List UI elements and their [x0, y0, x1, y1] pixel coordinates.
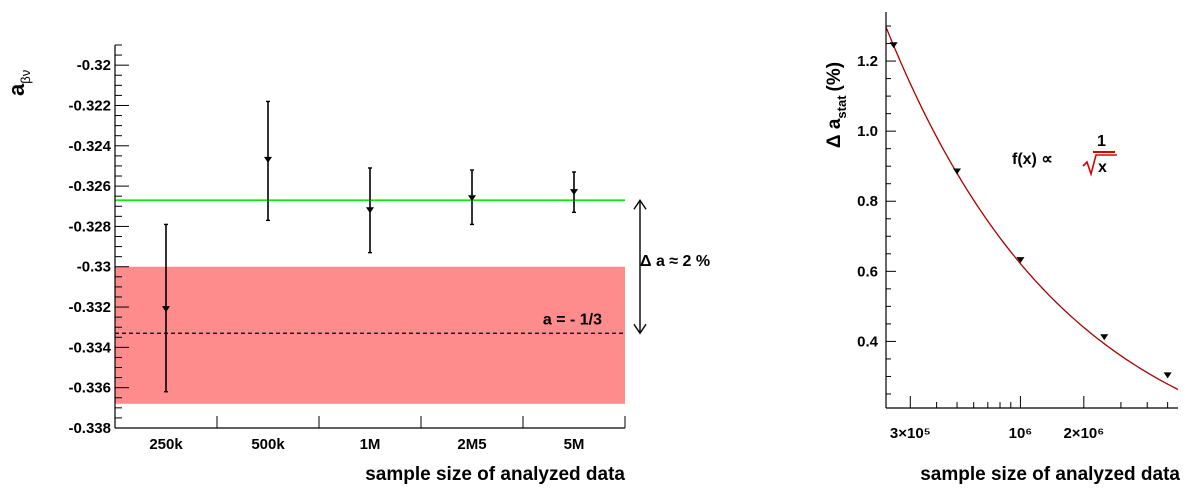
data-point [264, 157, 272, 163]
y-tick-label: -0.33 [77, 259, 111, 276]
y-axis-label: aβν [4, 70, 33, 96]
x-ticks: 3×10⁵ 10⁶ 2×10⁶ [890, 396, 1168, 442]
y-tick-label: -0.336 [68, 380, 111, 397]
y-tick-label: -0.324 [68, 138, 111, 155]
y-tick-label: -0.32 [77, 57, 111, 74]
fit-formula: f(x) ∝ 1 x [1012, 133, 1117, 176]
y-tick-label: 1.2 [857, 53, 878, 70]
x-tick-label: 250k [149, 436, 183, 453]
x-tick-label: 5M [564, 436, 585, 453]
x-axis-label: sample size of analyzed data [920, 464, 1180, 485]
y-tick-label: 0.6 [857, 263, 878, 280]
y-tick-label: -0.334 [68, 339, 111, 356]
x-tick-label: 1M [360, 436, 381, 453]
y-tick-label: 1.0 [857, 123, 878, 140]
x-tick-label: 10⁶ [1009, 425, 1033, 442]
left-panel: -0.338 -0.336 -0.334 -0.332 -0.33 -0.328 -0.32… [4, 45, 710, 485]
y-axis-label: Δ astat (%) [824, 62, 849, 148]
fit-formula-numerator: 1 [1097, 133, 1106, 150]
data-points [890, 42, 1172, 378]
fit-curve [886, 27, 1178, 389]
x-tick-label: 500k [251, 436, 285, 453]
data-point [570, 189, 578, 195]
y-axis-label-main: a [4, 83, 29, 96]
x-axis-label: sample size of analyzed data [365, 464, 625, 485]
y-ticks: 0.4 0.6 0.8 1.0 1.2 [857, 26, 896, 394]
y-tick-label: -0.338 [68, 420, 111, 437]
y-axis-label-sub: βν [18, 70, 33, 84]
x-ticks: 250k 500k 1M 2M5 5M [115, 416, 625, 453]
data-point [366, 207, 374, 213]
delta-label: Δ a ≈ 2 % [640, 253, 710, 270]
systematic-band [115, 267, 625, 404]
y-tick-label: -0.328 [68, 218, 111, 235]
y-axis-label-suffix: (%) [824, 62, 845, 92]
fit-formula-lhs: f(x) ∝ [1012, 151, 1053, 168]
fit-formula-denominator: x [1098, 159, 1107, 176]
y-tick-label: -0.326 [68, 178, 111, 195]
y-tick-label: -0.322 [68, 97, 111, 114]
y-tick-label: 0.8 [857, 193, 878, 210]
y-axis-label-prefix: Δ a [824, 118, 845, 148]
y-tick-label: 0.4 [857, 333, 879, 350]
data-point [953, 168, 961, 174]
y-tick-label: -0.332 [68, 299, 111, 316]
x-tick-label: 2M5 [457, 436, 486, 453]
reference-line-label: a = - 1/3 [543, 311, 602, 328]
right-panel: 0.4 0.6 0.8 1.0 1.2 3×10⁵ 10⁶ 2×10⁶ sample siz… [824, 12, 1180, 485]
y-axis-label-sub: stat [834, 95, 849, 119]
x-tick-label: 3×10⁵ [890, 425, 931, 442]
data-point [1164, 372, 1172, 378]
data-point [1100, 334, 1108, 340]
x-tick-label: 2×10⁶ [1063, 425, 1104, 442]
